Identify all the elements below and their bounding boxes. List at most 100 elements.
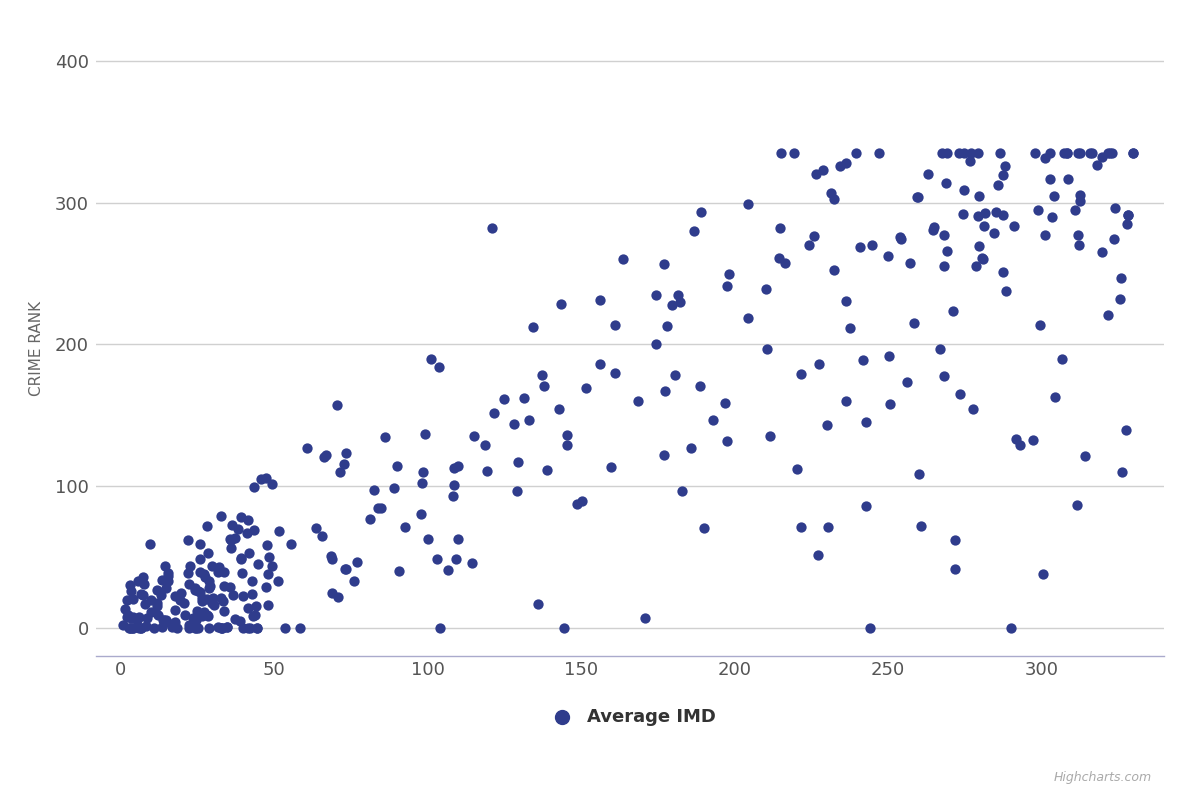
Point (809, 358, 828, 370)
Point (1031, 318, 1050, 331)
Point (523, 321, 542, 334)
Point (576, 382, 595, 394)
Point (614, 253, 634, 266)
Point (910, 467, 929, 480)
Point (817, 419, 836, 432)
Point (198, 610, 217, 622)
Point (323, 553, 342, 566)
Point (1070, 194, 1090, 207)
Point (606, 367, 625, 380)
Point (606, 318, 625, 331)
Point (197, 520, 216, 533)
Point (1070, 147, 1090, 160)
Point (427, 553, 446, 566)
Point (568, 498, 587, 511)
Point (233, 622, 252, 634)
Point (157, 614, 176, 626)
Point (238, 527, 257, 540)
Point (911, 520, 930, 533)
Point (647, 338, 666, 351)
Point (1080, 147, 1099, 160)
Point (557, 439, 576, 452)
Y-axis label: CRIME RANK: CRIME RANK (29, 301, 44, 395)
Point (936, 177, 955, 190)
Point (245, 523, 264, 536)
Point (1068, 498, 1087, 511)
Point (814, 164, 833, 177)
Point (258, 567, 277, 580)
Point (1026, 147, 1045, 160)
Point (241, 622, 260, 634)
Point (757, 282, 776, 295)
Point (536, 463, 556, 476)
Point (695, 522, 714, 534)
Point (862, 238, 881, 251)
Point (190, 538, 209, 550)
Point (853, 354, 872, 366)
Point (1116, 423, 1135, 436)
Point (120, 622, 139, 634)
Point (226, 532, 245, 545)
Point (430, 361, 449, 374)
Point (775, 257, 794, 270)
Point (972, 252, 991, 265)
Point (124, 622, 143, 634)
Point (1004, 220, 1024, 233)
Point (323, 586, 342, 599)
Point (246, 609, 265, 622)
Point (215, 566, 234, 578)
Point (655, 258, 674, 270)
Point (860, 622, 880, 634)
Point (989, 178, 1008, 191)
Point (376, 431, 395, 444)
Point (269, 524, 288, 537)
Point (892, 232, 911, 245)
Point (184, 611, 203, 624)
Point (246, 600, 265, 613)
Point (905, 317, 924, 330)
Point (769, 251, 788, 264)
Point (199, 575, 218, 588)
Point (719, 267, 738, 280)
Point (121, 578, 140, 591)
Point (1055, 147, 1074, 160)
Point (946, 534, 965, 546)
Point (239, 514, 258, 526)
Point (222, 518, 241, 531)
Point (388, 460, 407, 473)
Point (262, 560, 281, 573)
Point (211, 591, 230, 604)
Point (738, 311, 757, 324)
Point (276, 622, 295, 634)
Point (156, 582, 175, 595)
Point (124, 593, 143, 606)
Point (330, 466, 349, 478)
Point (247, 622, 266, 634)
Point (395, 520, 414, 533)
Point (1040, 147, 1060, 160)
Point (142, 594, 161, 607)
Point (187, 605, 206, 618)
Point (658, 320, 677, 333)
Point (934, 260, 953, 273)
Point (1105, 202, 1124, 214)
Point (655, 385, 674, 398)
Point (204, 592, 223, 605)
Point (314, 450, 334, 463)
Point (462, 556, 481, 569)
Point (368, 502, 388, 514)
Point (924, 221, 943, 234)
Point (552, 298, 571, 310)
Point (970, 190, 989, 202)
Point (1045, 390, 1064, 403)
Point (328, 398, 347, 411)
Point (1040, 173, 1060, 186)
Point (258, 598, 277, 611)
Point (137, 612, 156, 625)
Point (478, 465, 497, 478)
Point (344, 575, 364, 588)
Point (229, 523, 248, 536)
Point (242, 574, 262, 587)
Point (121, 585, 140, 598)
Point (322, 549, 341, 562)
